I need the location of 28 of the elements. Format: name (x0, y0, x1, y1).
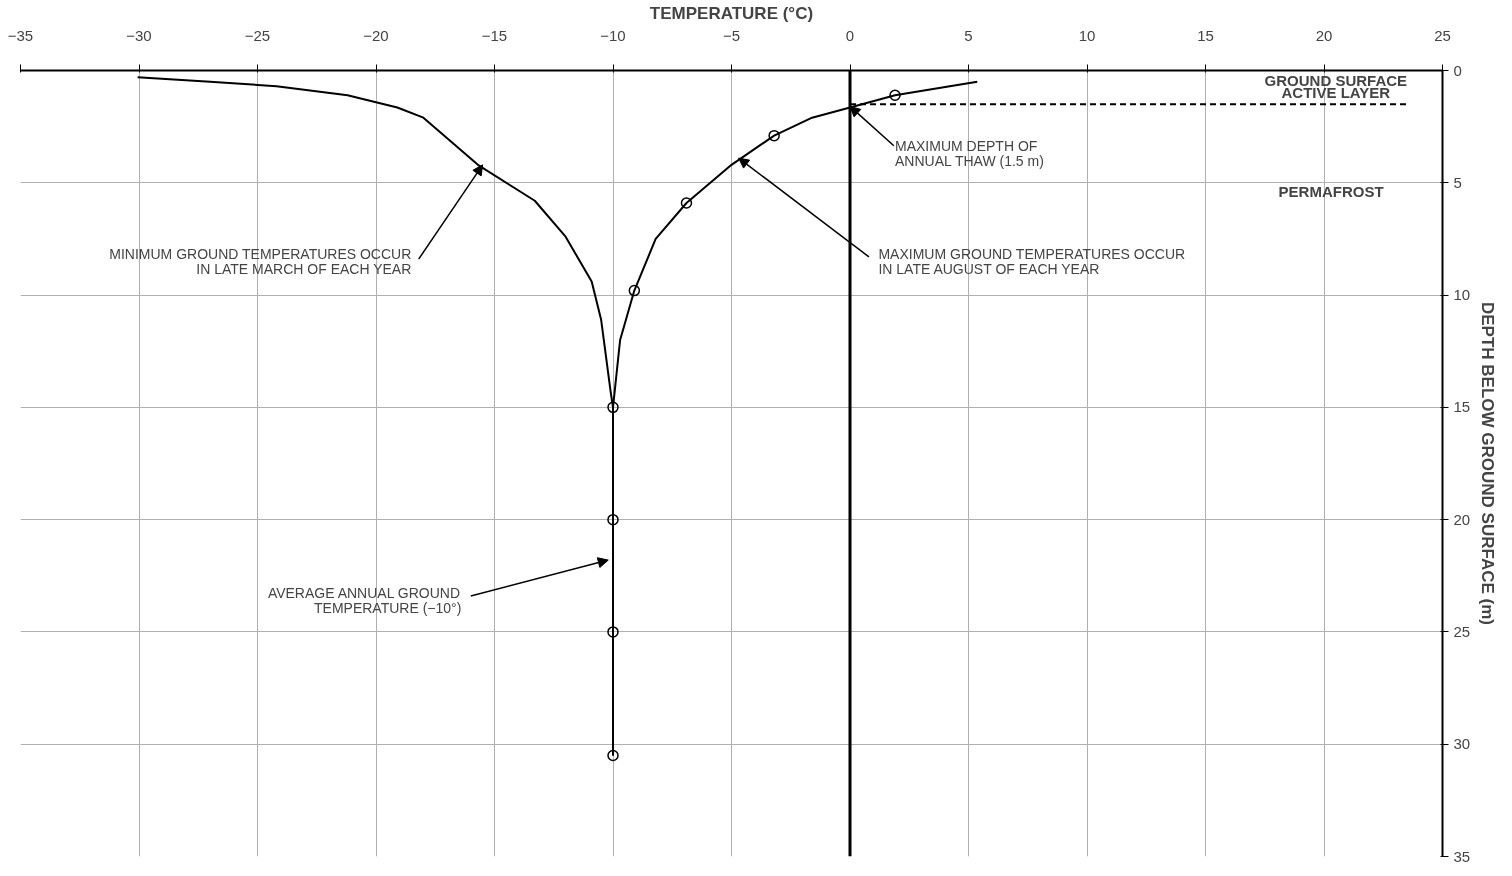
annotation: MAXIMUM DEPTH OF ANNUAL THAW (1.5 m) (895, 137, 1044, 170)
annotation: MINIMUM GROUND TEMPERATURES OCCUR IN LATE MARCH OF EACH YEAR (109, 245, 412, 277)
x-tick-label: −5 (722, 26, 741, 44)
y-tick-label: 20 (1453, 510, 1471, 528)
x-tick-label: 10 (1078, 26, 1096, 44)
x-tick-label: 20 (1315, 26, 1333, 44)
x-tick-label: 25 (1434, 26, 1451, 44)
x-tick-label: −15 (481, 26, 508, 44)
x-tick-label: −25 (244, 26, 271, 44)
annotation: PERMAFROST (1278, 183, 1384, 201)
y-tick-label: 15 (1453, 398, 1471, 416)
x-tick-label: −20 (363, 26, 389, 44)
x-tick-label: 15 (1197, 26, 1214, 44)
x-tick-label: −35 (7, 26, 34, 44)
x-tick-label: 0 (845, 26, 855, 44)
x-axis-title: TEMPERATURE (°C) (649, 3, 814, 23)
y-tick-label: 25 (1453, 622, 1471, 640)
x-tick-label: −30 (126, 26, 152, 44)
x-tick-label: −10 (600, 26, 626, 44)
y-axis-title: DEPTH BELOW GROUND SURFACE (m) (1478, 302, 1498, 625)
y-tick-label: 10 (1453, 286, 1471, 304)
annotation: MAXIMUM GROUND TEMPERATURES OCCUR IN LATE AUGUST OF EACH YEAR (878, 245, 1186, 277)
y-tick-label: 5 (1453, 173, 1462, 191)
y-tick-label: 0 (1453, 61, 1462, 79)
y-tick-label: 35 (1453, 847, 1471, 865)
x-tick-label: 5 (964, 26, 973, 44)
y-tick-label: 30 (1453, 735, 1471, 753)
annotation: AVERAGE ANNUAL GROUND TEMPERATURE (−10°) (267, 584, 462, 616)
